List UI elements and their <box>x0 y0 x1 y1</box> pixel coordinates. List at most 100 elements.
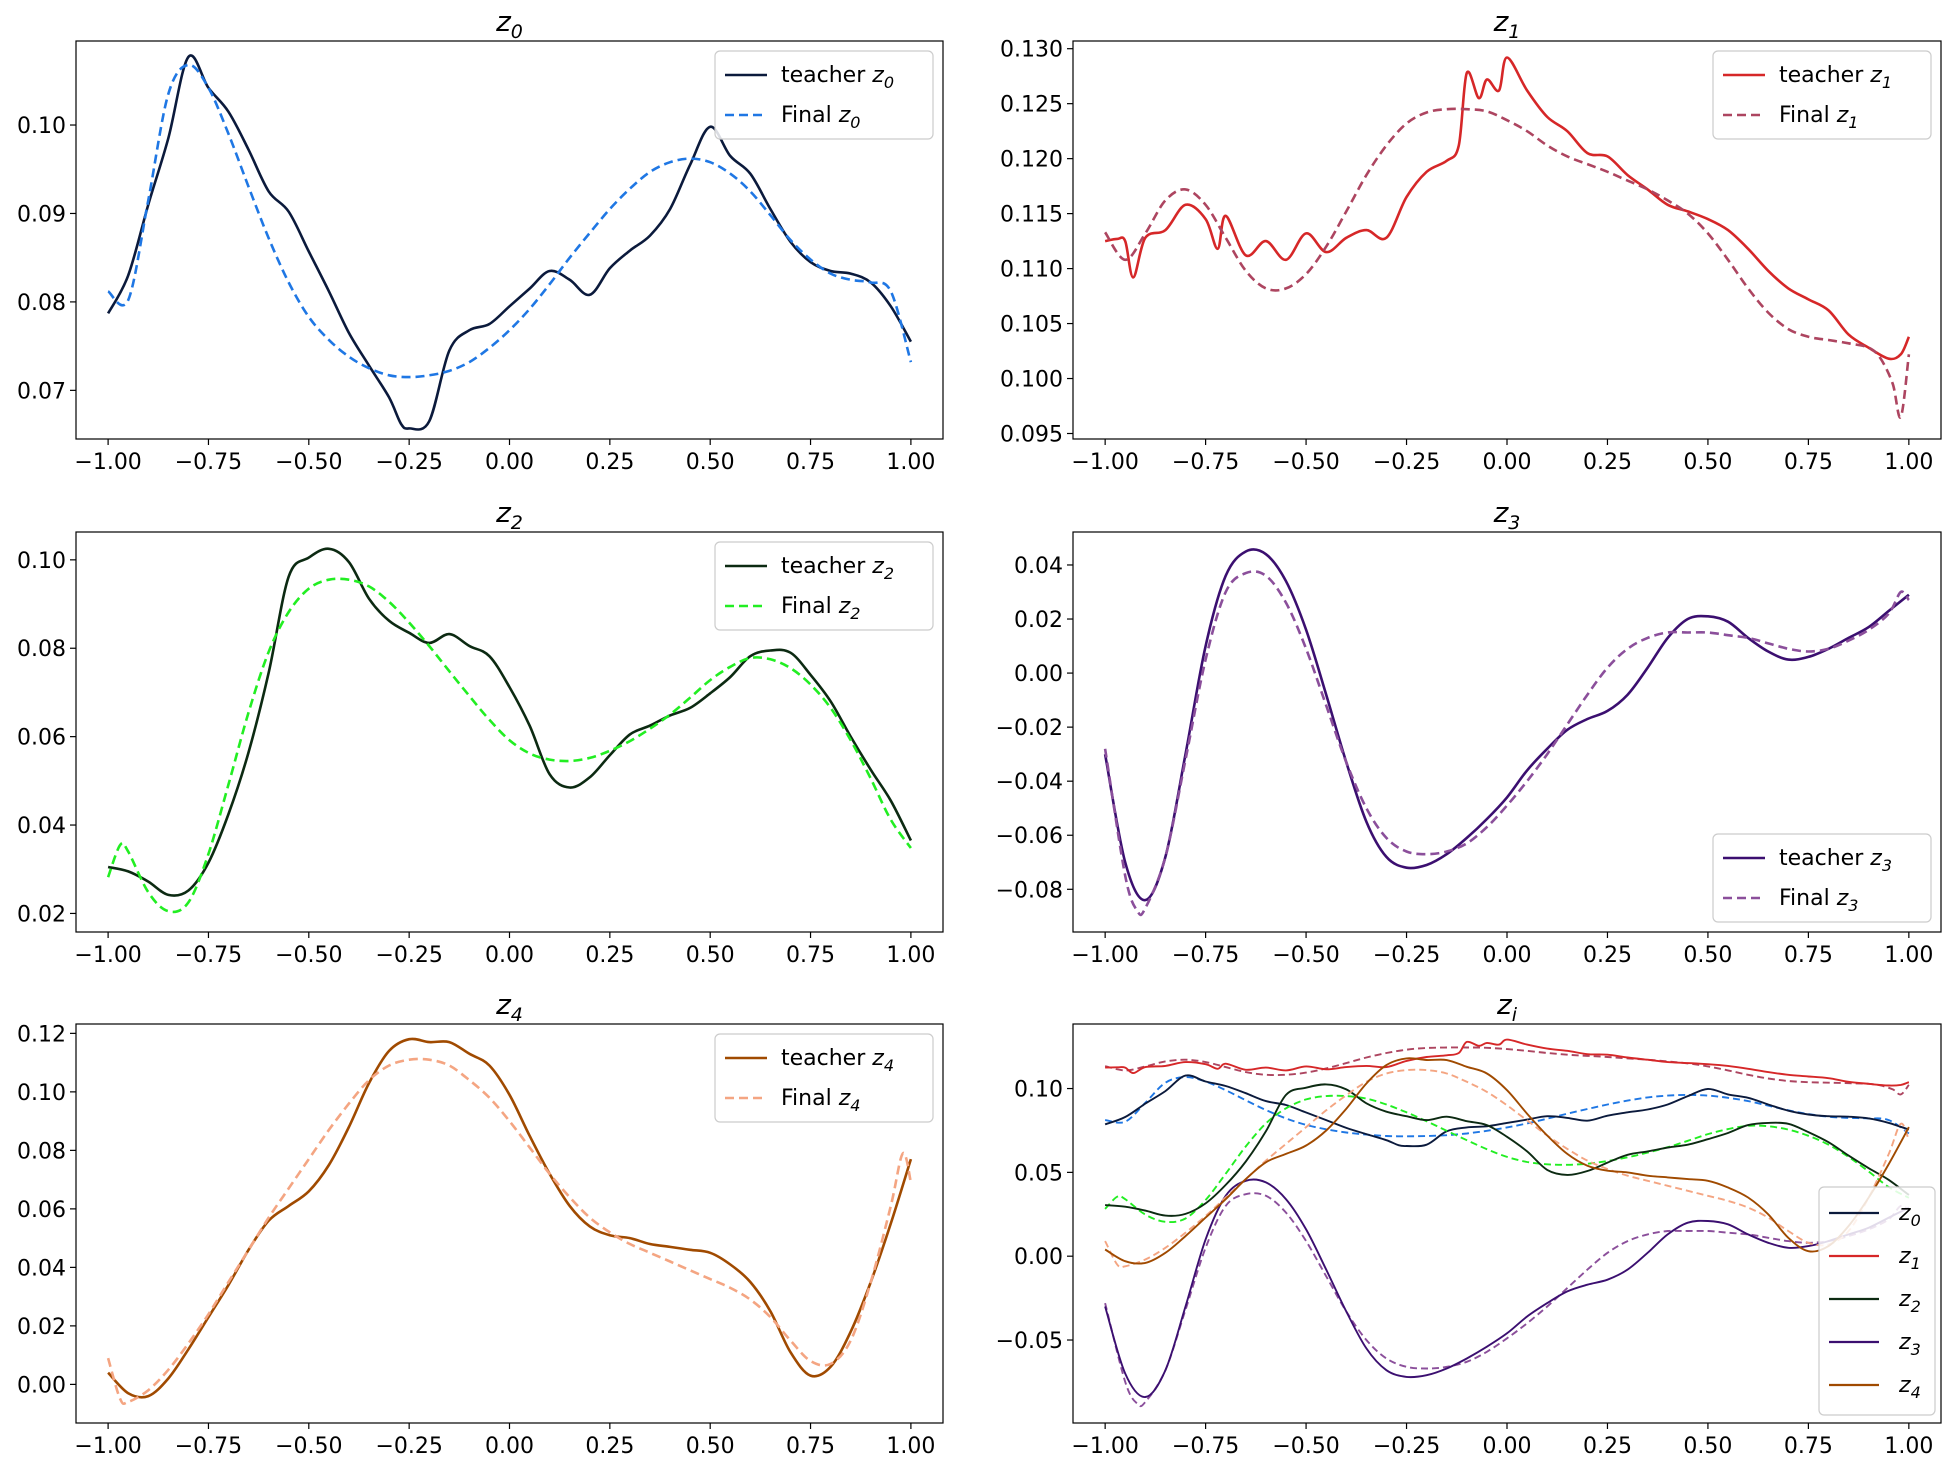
legend-label: z0 <box>1898 1201 1921 1230</box>
overlay-final-line-3 <box>1104 1192 1910 1408</box>
overlay-final-line-4 <box>1104 1068 1910 1269</box>
overlay-teacher-line-2 <box>1105 1083 1910 1217</box>
x-tick-label: 0.50 <box>1683 1434 1732 1459</box>
x-tick-label: 0.00 <box>1483 943 1532 968</box>
x-tick-label: −1.00 <box>74 1434 141 1459</box>
y-tick-label: 0.04 <box>1014 554 1063 579</box>
y-tick-label: 0.06 <box>17 726 66 751</box>
x-tick-label: −0.50 <box>1272 943 1339 968</box>
x-tick-label: 0.50 <box>686 943 735 968</box>
legend: teacher z2 Final z2 <box>714 541 934 631</box>
series-line-0 <box>107 547 913 897</box>
legend-label: teacher z3 <box>1779 846 1892 875</box>
subplot-4: z4 −1.00 −0.75 −0.50 −0.25 0.00 0.25 0.50 0.75 1.… <box>17 988 944 1459</box>
x-tick-label: 0.25 <box>585 450 634 475</box>
overlay-teacher-line-3 <box>1104 1178 1910 1398</box>
x-tick-label: 0.25 <box>1583 450 1632 475</box>
x-tick-label: 0.25 <box>1583 943 1632 968</box>
x-tick-label: 0.50 <box>686 450 735 475</box>
x-tick-label: 0.25 <box>1583 1434 1632 1459</box>
legend-label: teacher z1 <box>1779 63 1892 92</box>
y-tick-label: 0.04 <box>17 814 66 839</box>
legend-label: Final z3 <box>1779 886 1858 915</box>
x-tick-label: 0.75 <box>786 1434 835 1459</box>
legend-label: z1 <box>1898 1244 1921 1273</box>
y-tick-label: −0.06 <box>996 824 1063 849</box>
x-tick-label: −0.75 <box>1172 450 1239 475</box>
legend-box <box>714 541 934 631</box>
subplot-5: zi −1.00 −0.75 −0.50 −0.25 0.00 0.25 0.50 0.75 1.… <box>996 988 1942 1459</box>
y-tick-label: 0.06 <box>17 1198 66 1223</box>
legend-box <box>714 1033 934 1123</box>
y-tick-label: 0.12 <box>17 1022 66 1047</box>
legend-label: Final z2 <box>781 594 860 623</box>
x-tick-label: 0.25 <box>585 943 634 968</box>
y-tick-label: 0.10 <box>1014 1078 1063 1103</box>
series-line-1 <box>106 1057 913 1406</box>
legend-box <box>1712 50 1932 140</box>
x-tick-label: 1.00 <box>1884 1434 1933 1459</box>
overlay-teacher-line-4 <box>1104 1057 1910 1265</box>
x-tick-label: 0.00 <box>485 943 534 968</box>
x-tick-label: −1.00 <box>1071 450 1138 475</box>
x-tick-label: 1.00 <box>886 943 935 968</box>
axes-frame <box>1072 1023 1942 1424</box>
legend: teacher z4 Final z4 <box>714 1033 934 1123</box>
legend-label: z2 <box>1898 1287 1921 1316</box>
legend-label: teacher z0 <box>781 63 894 92</box>
legend: teacher z1 Final z1 <box>1712 50 1932 140</box>
x-tick-label: 0.75 <box>786 450 835 475</box>
x-tick-label: −0.75 <box>175 1434 242 1459</box>
x-tick-label: 0.75 <box>1784 1434 1833 1459</box>
x-tick-label: −0.25 <box>375 1434 442 1459</box>
x-tick-label: 0.75 <box>1784 943 1833 968</box>
y-tick-label: 0.00 <box>1014 1245 1063 1270</box>
legend: teacher z3 Final z3 <box>1712 833 1932 923</box>
x-tick-label: 0.00 <box>485 1434 534 1459</box>
plot-area <box>106 54 913 431</box>
x-tick-label: 0.50 <box>686 1434 735 1459</box>
y-tick-label: 0.130 <box>1000 38 1063 63</box>
plot-area <box>106 547 913 914</box>
y-tick-label: 0.02 <box>17 902 66 927</box>
legend-label: Final z0 <box>781 103 860 132</box>
x-tick-label: −1.00 <box>74 450 141 475</box>
x-tick-label: −1.00 <box>1071 943 1138 968</box>
x-tick-label: −0.50 <box>275 1434 342 1459</box>
subplot-title: z0 <box>495 5 523 43</box>
y-tick-label: 0.08 <box>17 291 66 316</box>
overlay-final-line-2 <box>1104 1094 1910 1224</box>
x-tick-label: 0.00 <box>485 450 534 475</box>
overlay-teacher-line-1 <box>1105 1038 1910 1087</box>
y-tick-label: 0.02 <box>17 1315 66 1340</box>
y-tick-label: 0.10 <box>17 1081 66 1106</box>
y-tick-label: 0.105 <box>1000 313 1063 338</box>
y-tick-label: 0.10 <box>17 549 66 574</box>
x-tick-label: −0.75 <box>175 943 242 968</box>
legend-box <box>714 50 934 140</box>
subplot-title: z3 <box>1493 496 1521 534</box>
x-tick-label: 0.00 <box>1483 1434 1532 1459</box>
x-tick-label: −0.75 <box>175 450 242 475</box>
y-tick-label: 0.110 <box>1000 258 1063 283</box>
y-tick-label: 0.09 <box>17 202 66 227</box>
legend-label: teacher z4 <box>781 1046 894 1075</box>
subplot-title: z2 <box>495 496 523 534</box>
x-tick-label: 0.75 <box>1784 450 1833 475</box>
subplot-1: z1 −1.00 −0.75 −0.50 −0.25 0.00 0.25 0.50 0.75 1.… <box>1000 5 1942 475</box>
plot-area <box>1104 56 1911 419</box>
y-tick-label: 0.08 <box>17 1139 66 1164</box>
y-tick-label: 0.125 <box>1000 93 1063 118</box>
x-tick-label: −0.75 <box>1172 1434 1239 1459</box>
x-tick-label: 0.50 <box>1683 450 1732 475</box>
series-line-0 <box>1104 56 1911 361</box>
x-tick-label: −0.50 <box>275 943 342 968</box>
y-tick-label: 0.10 <box>17 114 66 139</box>
plot-area <box>106 1037 913 1406</box>
series-line-1 <box>1103 570 1910 917</box>
x-tick-label: 1.00 <box>1884 450 1933 475</box>
overlay-final-line-0 <box>1104 1076 1910 1138</box>
x-tick-label: 0.75 <box>786 943 835 968</box>
legend-label: Final z1 <box>1779 103 1858 132</box>
y-tick-label: 0.115 <box>1000 203 1063 228</box>
